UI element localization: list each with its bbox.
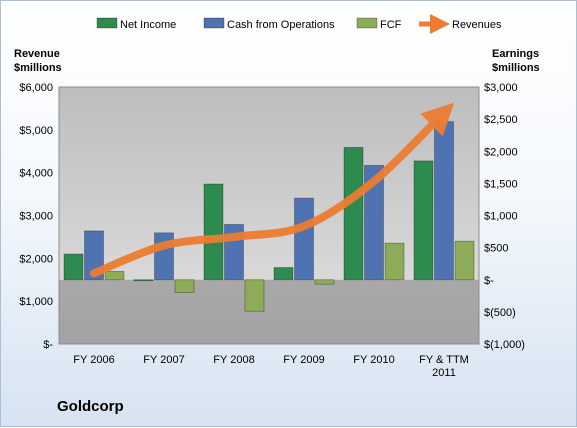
- bar-fcf: [244, 279, 265, 312]
- left-axis-title: $millions: [14, 62, 62, 74]
- left-axis-tick-label: $3,000: [19, 211, 53, 223]
- right-axis-tick-label: $1,500: [484, 178, 518, 190]
- revenues-line: [90, 102, 455, 278]
- legend-label: Net Income: [120, 19, 176, 31]
- category-label: FY 2010: [353, 354, 394, 366]
- right-axis-title: Earnings: [492, 48, 539, 60]
- bar-fcf: [104, 270, 125, 281]
- category-label: FY 2009: [283, 354, 324, 366]
- left-axis-tick-label: $6,000: [19, 82, 53, 94]
- legend-swatch-net-income: [96, 17, 118, 29]
- bar-cash-from-operations: [294, 197, 314, 281]
- left-axis-tick-label: $4,000: [19, 168, 53, 180]
- bar-net-income: [63, 253, 84, 281]
- legend-swatch-fcf: [356, 17, 378, 29]
- left-axis-tick-label: $1,000: [19, 296, 53, 308]
- bar-net-income: [413, 160, 434, 281]
- right-axis-tick-label: $-: [484, 275, 494, 287]
- legend-label: Cash from Operations: [227, 19, 335, 31]
- category-label: 2011: [432, 367, 456, 379]
- left-axis-title: Revenue: [14, 48, 60, 60]
- plot-border: [58, 86, 480, 345]
- right-axis-tick-label: $(1,000): [484, 339, 525, 351]
- bar-fcf: [174, 279, 195, 294]
- right-axis-tick-label: $2,000: [484, 146, 518, 158]
- right-axis-tick-label: $2,500: [484, 114, 518, 126]
- bar-net-income: [343, 146, 364, 281]
- right-axis-tick-label: $500: [484, 243, 508, 255]
- left-axis-tick-label: $-: [43, 339, 53, 351]
- right-axis-title: $millions: [492, 62, 540, 74]
- left-axis-tick-label: $2,000: [19, 253, 53, 265]
- category-label: FY 2007: [143, 354, 184, 366]
- bar-fcf: [314, 279, 335, 285]
- bar-net-income: [273, 267, 294, 281]
- category-label: FY 2006: [73, 354, 114, 366]
- plot-area-upper: [59, 87, 479, 280]
- bar-fcf: [454, 240, 475, 281]
- bar-net-income: [133, 279, 154, 282]
- bar-net-income: [203, 183, 224, 281]
- bar-cash-from-operations: [364, 164, 384, 281]
- right-axis-tick-label: $1,000: [484, 211, 518, 223]
- category-label: FY & TTM: [419, 354, 469, 366]
- right-axis-tick-label: $(500): [484, 307, 516, 319]
- bar-fcf: [384, 242, 405, 281]
- category-label: FY 2008: [213, 354, 254, 366]
- left-axis-tick-label: $5,000: [19, 125, 53, 137]
- legend-label: Revenues: [452, 19, 502, 31]
- plot-area-lower: [59, 279, 479, 344]
- bar-cash-from-operations: [434, 121, 454, 281]
- company-name: Goldcorp: [57, 398, 124, 415]
- bar-cash-from-operations: [154, 232, 174, 281]
- legend-swatch-cash-from-operations: [203, 17, 225, 29]
- right-axis-tick-label: $3,000: [484, 82, 518, 94]
- legend-label: FCF: [380, 19, 402, 31]
